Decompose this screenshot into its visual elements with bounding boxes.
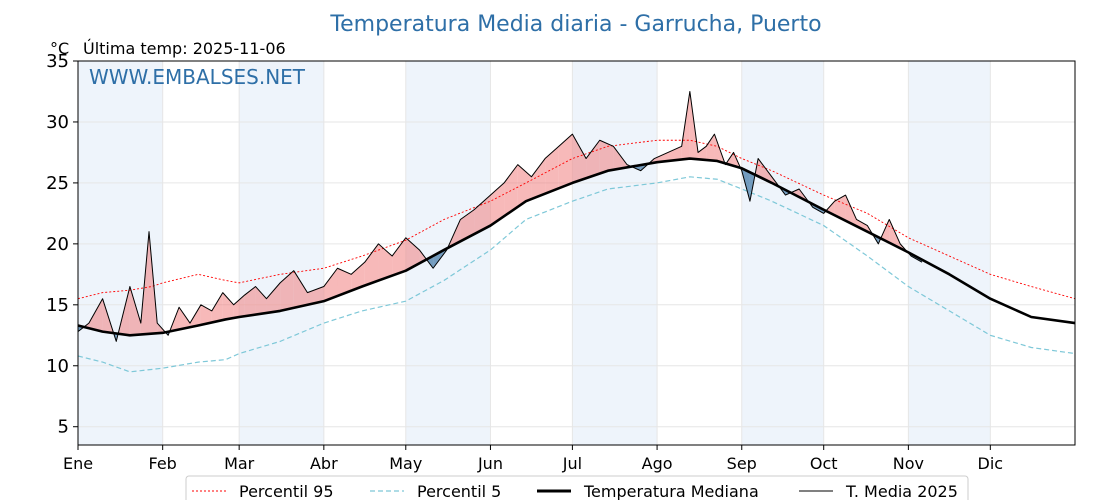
legend: Percentil 95 Percentil 5 Temperatura Med…	[185, 475, 969, 500]
y-tick-label: 25	[46, 173, 69, 194]
anomaly-above-fill	[613, 146, 628, 170]
y-tick-label: 20	[46, 234, 69, 255]
anomaly-above-fill	[307, 286, 324, 305]
x-tick-label: Sep	[727, 454, 757, 473]
month-band	[741, 61, 824, 445]
x-tick-label: Jun	[477, 454, 503, 473]
anomaly-above-fill	[856, 219, 868, 232]
median-line	[77, 157, 1076, 337]
legend-label-median: Temperatura Mediana	[583, 482, 759, 500]
anomaly-above-fill	[179, 307, 190, 330]
x-tick-label: Dic	[978, 454, 1004, 473]
anomaly-above-fill	[834, 195, 846, 221]
legend-label-p95: Percentil 95	[239, 482, 334, 500]
anomaly-above-fill	[255, 286, 267, 315]
anomaly-above-fill	[545, 146, 559, 194]
anomaly-above-fill	[337, 268, 352, 296]
x-tick-label: Oct	[810, 454, 838, 473]
anomaly-above-fill	[706, 134, 715, 161]
anomaly-above-fill	[531, 158, 546, 200]
watermark: WWW.EMBALSES.NET	[89, 65, 306, 89]
year-2025-line	[77, 90, 923, 342]
anomaly-above-fill	[668, 146, 682, 161]
anomaly-above-fill	[323, 268, 338, 302]
anomaly-above-fill	[351, 262, 365, 291]
anomaly-above-fill	[490, 182, 505, 226]
x-tick-label: Ago	[642, 454, 673, 473]
x-tick-label: Abr	[310, 454, 338, 473]
unit-label: °C	[50, 39, 69, 58]
anomaly-above-fill	[189, 304, 201, 328]
anomaly-above-fill	[392, 237, 406, 276]
month-band	[572, 61, 658, 445]
month-band	[239, 61, 324, 445]
legend-box	[185, 475, 969, 500]
y-tick-label: 5	[58, 417, 69, 438]
y-tick-label: 35	[46, 51, 69, 72]
plot-frame	[77, 60, 1076, 446]
chart-title: Temperatura Media diaria - Garrucha, Pue…	[329, 12, 821, 37]
anomaly-above-fill	[586, 140, 600, 179]
anomaly-above-fill	[474, 195, 491, 235]
y-tick-label: 10	[46, 356, 69, 377]
anomaly-above-fill	[244, 286, 256, 317]
x-tick-label: Nov	[893, 454, 924, 473]
anomaly-above-fill	[129, 286, 141, 336]
legend-label-year: T. Media 2025	[845, 482, 958, 500]
y-axis: 5 10 15 20 25 30 35	[46, 51, 78, 438]
anomaly-above-fill	[222, 292, 234, 321]
x-tick-label: Mar	[224, 454, 255, 473]
x-tick-label: Ene	[63, 454, 93, 473]
series-lines	[77, 90, 1076, 373]
legend-label-p5: Percentil 5	[417, 482, 501, 500]
anomaly-above-fill	[280, 270, 294, 311]
anomaly-above-fill	[233, 295, 245, 318]
anomaly-above-fill	[88, 298, 103, 332]
anomaly-above-fill	[293, 270, 308, 308]
anomaly-above-fill	[364, 243, 379, 286]
x-tick-label: May	[389, 454, 422, 473]
anomaly-above-fill	[698, 146, 707, 160]
percentile-5-line	[77, 176, 1076, 373]
last-temp-label: Última temp: 2025-11-06	[83, 39, 286, 58]
anomaly-above-fill	[517, 164, 532, 207]
x-axis: Ene Feb Mar Abr May Jun Jul Ago Sep Oct Nov Dic	[63, 445, 1003, 473]
month-bands	[78, 61, 991, 445]
month-band	[908, 61, 991, 445]
anomaly-above-fill	[599, 140, 614, 174]
anomaly-above-fill	[572, 134, 587, 183]
anomaly-above-fill	[211, 292, 223, 323]
y-tick-label: 15	[46, 295, 69, 316]
anomaly-above-fill	[558, 134, 573, 189]
y-tick-label: 30	[46, 112, 69, 133]
anomaly-above-fill	[266, 282, 281, 313]
anomaly-above-fill	[845, 195, 857, 227]
x-tick-label: Feb	[149, 454, 177, 473]
x-tick-label: Jul	[562, 454, 582, 473]
anomaly-above-fill	[405, 237, 420, 271]
